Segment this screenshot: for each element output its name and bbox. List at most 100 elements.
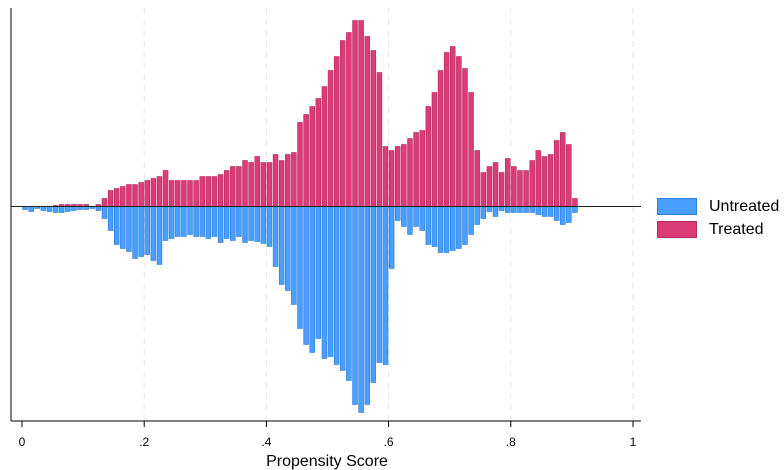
bar-treated [486, 166, 493, 207]
bar-untreated [498, 206, 505, 211]
bar-untreated [217, 206, 224, 243]
bar-treated [419, 130, 425, 207]
bar-treated [193, 180, 199, 207]
bar-untreated [150, 206, 157, 261]
bar-untreated [266, 206, 273, 247]
bar-untreated [28, 206, 34, 212]
legend-label-treated: Treated [709, 220, 764, 238]
legend-swatch-treated [657, 221, 697, 238]
bar-untreated [291, 206, 297, 305]
bar-untreated [144, 206, 150, 255]
bar-treated [492, 162, 499, 207]
bar-untreated [401, 206, 407, 227]
x-tick-label: .6 [384, 435, 394, 449]
bar-treated [120, 186, 126, 207]
bar-treated [504, 158, 511, 207]
bar-treated [132, 184, 138, 207]
grid-lines [143, 8, 634, 421]
x-axis-title: Propensity Score [266, 453, 388, 470]
bar-untreated [181, 206, 187, 237]
bar-treated [553, 140, 560, 207]
bar-untreated [566, 206, 572, 223]
bar-untreated [413, 206, 419, 227]
bar-treated [150, 178, 157, 207]
bar-untreated [248, 206, 254, 241]
bar-treated [566, 144, 572, 207]
bar-untreated [370, 206, 377, 383]
axes [10, 8, 641, 422]
bar-treated [535, 150, 542, 207]
bar-untreated [474, 206, 480, 225]
bar-untreated [480, 206, 487, 219]
x-tick-label: .2 [139, 435, 149, 449]
bar-treated [340, 40, 346, 207]
bar-treated [107, 190, 114, 207]
bar-treated [395, 146, 401, 207]
bar-treated [236, 166, 242, 207]
bar-treated [248, 162, 254, 207]
bar-untreated [46, 206, 53, 212]
bar-untreated [425, 206, 432, 245]
bar-untreated [395, 206, 401, 221]
bar-treated [199, 176, 205, 207]
bar-untreated [559, 206, 566, 225]
bar-untreated [340, 206, 346, 371]
x-tick-label: 0 [19, 435, 26, 449]
bar-treated [462, 68, 468, 207]
bar-untreated [187, 206, 193, 235]
bar-untreated [205, 206, 212, 239]
bar-treated [547, 154, 554, 207]
bar-untreated [376, 206, 383, 363]
bar-treated [138, 182, 144, 207]
bar-treated [468, 92, 474, 207]
bar-treated [242, 160, 248, 207]
bar-treated [358, 20, 364, 207]
bar-treated [437, 70, 444, 207]
bar-untreated [126, 206, 132, 252]
bar-untreated [175, 206, 181, 237]
x-ticks: 0 .2 .4 .6 .8 1 [19, 421, 637, 449]
bar-untreated [223, 206, 230, 239]
bar-untreated [40, 206, 47, 211]
bar-untreated [132, 206, 138, 259]
bar-treated [113, 188, 120, 207]
bar-untreated [462, 206, 468, 245]
bar-untreated [278, 206, 285, 285]
x-tick-label: .4 [261, 435, 271, 449]
bar-untreated [486, 206, 493, 212]
bar-untreated [297, 206, 303, 329]
bar-untreated [388, 206, 395, 269]
bar-treated [309, 106, 315, 207]
bar-untreated [71, 206, 77, 211]
legend-swatch-untreated [657, 198, 697, 215]
bar-untreated [437, 206, 444, 253]
bar-untreated [504, 206, 511, 213]
bar-untreated [199, 206, 205, 237]
bars [22, 20, 578, 413]
bar-treated [511, 166, 517, 207]
bar-treated [156, 176, 163, 207]
bar-treated [382, 146, 389, 207]
bar-treated [297, 122, 303, 207]
bar-untreated [327, 206, 334, 357]
bar-treated [162, 170, 169, 207]
bar-treated [498, 172, 505, 207]
bar-untreated [315, 206, 322, 339]
bar-untreated [168, 206, 175, 239]
bar-untreated [58, 206, 65, 213]
bar-treated [278, 160, 285, 207]
bar-treated [126, 184, 132, 207]
bar-untreated [456, 206, 462, 249]
bar-treated [523, 170, 529, 207]
bar-treated [431, 92, 438, 207]
bar-treated [401, 144, 407, 207]
legend-item-untreated: Untreated [657, 195, 779, 218]
bar-treated [370, 50, 377, 207]
bar-treated [364, 36, 370, 207]
bar-untreated [260, 206, 267, 244]
bar-treated [572, 198, 578, 207]
bar-treated [144, 180, 150, 207]
bar-treated [346, 32, 352, 207]
bar-treated [217, 174, 224, 207]
bar-treated [450, 46, 456, 207]
